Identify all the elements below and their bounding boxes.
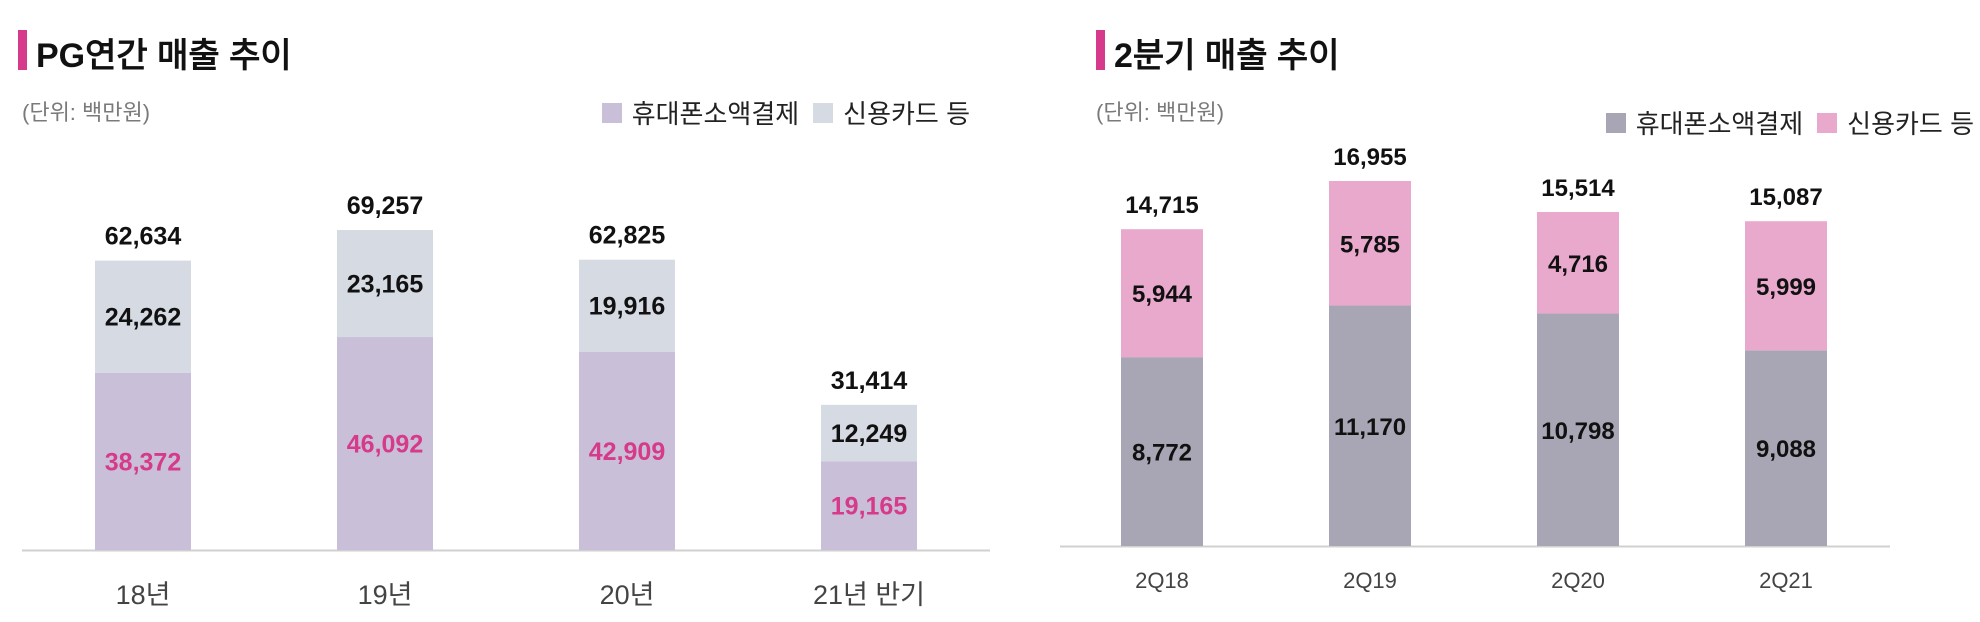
bar-segment [95,372,191,550]
bar-segment [337,230,433,338]
legend-item-mobile: 휴대폰소액결제 [1605,104,1804,141]
data-label: 38,372 [105,448,181,476]
total-label: 16,955 [1333,144,1406,171]
bar-segment [1329,181,1411,306]
legend-label-mobile: 휴대폰소액결제 [631,99,800,129]
bar-segment [821,404,917,462]
bar-segment [1745,350,1827,546]
legend-item-card: 신용카드 등 [1817,104,1974,141]
data-label: 8,772 [1132,440,1192,467]
bar-segment [1329,305,1411,546]
x-tick-label: 18년 [116,580,171,610]
legend-item-card: 신용카드 등 [813,94,970,131]
bar-segment [1121,229,1203,358]
data-label: 24,262 [105,304,181,332]
title-accent-bar [1096,30,1105,70]
data-label: 46,092 [347,431,423,459]
title-accent-bar [18,30,27,70]
legend: 휴대폰소액결제 신용카드 등 [1605,104,1974,141]
legend: 휴대폰소액결제 신용카드 등 [601,94,970,131]
data-label: 5,785 [1340,231,1400,258]
bar-segment [337,337,433,550]
total-label: 62,634 [105,223,182,251]
data-label: 11,170 [1334,414,1406,441]
annual-sales-panel: PG연간 매출 추이 (단위: 백만원) 휴대폰소액결제 신용카드 등 38,3… [18,30,990,610]
legend-label-card: 신용카드 등 [1847,109,1974,139]
data-label: 23,165 [347,271,424,299]
data-label: 10,798 [1541,418,1614,445]
data-label: 19,165 [831,493,908,521]
bar-segment [1537,212,1619,314]
legend-label-mobile: 휴대폰소액결제 [1635,109,1804,139]
bar-segment [579,259,675,352]
total-label: 15,514 [1541,175,1615,202]
bar-segment [821,461,917,550]
total-label: 15,087 [1749,184,1822,211]
x-tick-label: 2Q21 [1759,568,1813,593]
bar-segment [1537,313,1619,546]
total-label: 69,257 [347,192,423,220]
data-label: 4,716 [1548,251,1608,278]
chart-title: PG연간 매출 추이 [36,37,292,75]
bar-segment [1121,357,1203,546]
data-label: 9,088 [1756,436,1816,463]
data-label: 42,909 [589,438,665,466]
data-label: 5,999 [1756,274,1816,301]
bar-segment [1745,221,1827,351]
unit-label: (단위: 백만원) [1096,100,1225,125]
x-tick-label: 2Q18 [1135,568,1189,593]
legend-swatch-mobile [1605,112,1626,133]
bar-segment [579,351,675,550]
unit-label: (단위: 백만원) [22,100,151,125]
total-label: 62,825 [589,222,666,250]
data-label: 12,249 [831,420,907,448]
total-label: 14,715 [1125,192,1198,219]
legend-swatch-mobile [601,102,622,123]
chart-title: 2분기 매출 추이 [1114,37,1340,75]
total-label: 31,414 [831,367,908,395]
legend-item-mobile: 휴대폰소액결제 [601,94,800,131]
x-tick-label: 2Q19 [1343,568,1397,593]
legend-swatch-card [813,102,834,123]
quarterly-sales-panel: 2분기 매출 추이 (단위: 백만원) 휴대폰소액결제 신용카드 등 8,772… [1060,0,1980,622]
bar-segment [95,260,191,373]
annual-sales-chart: 38,372 24,262 62,634 18년 46,092 23,165 69,257 1… [22,192,990,610]
x-tick-label: 19년 [358,580,413,610]
x-tick-label: 20년 [600,580,655,610]
x-tick-label: 2Q20 [1551,568,1605,593]
data-label: 5,944 [1132,281,1193,308]
legend-label-card: 신용카드 등 [843,99,970,129]
quarterly-sales-chart: 8,772 5,944 14,715 2Q18 11,170 5,785 16,955 2Q1… [1060,144,1890,593]
legend-swatch-card [1817,112,1838,133]
data-label: 19,916 [589,293,665,321]
x-tick-label: 21년 반기 [813,580,925,610]
